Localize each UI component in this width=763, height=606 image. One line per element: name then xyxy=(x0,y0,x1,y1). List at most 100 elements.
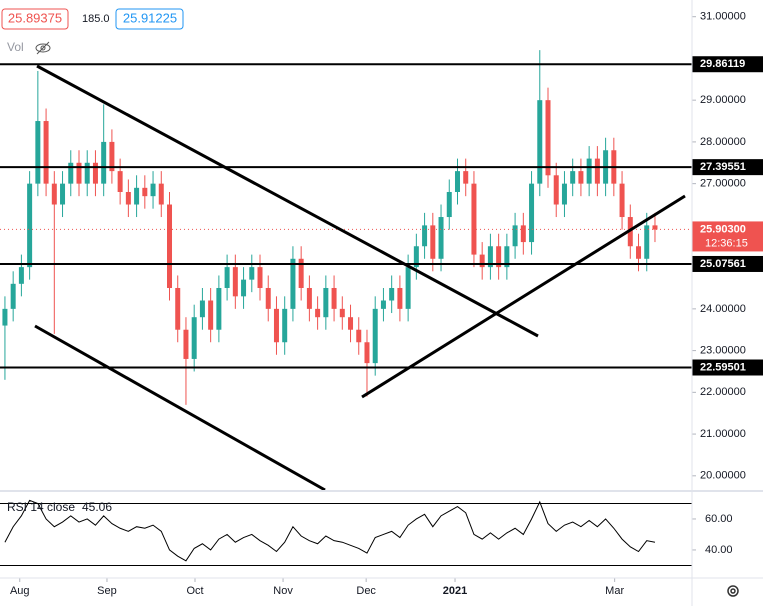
candle-body xyxy=(183,329,189,359)
level-label-box xyxy=(692,56,763,73)
candle-body xyxy=(339,308,345,318)
candle-body xyxy=(331,287,337,309)
candle-body xyxy=(76,162,82,184)
candle-body xyxy=(43,121,49,184)
x-tick-label: Oct xyxy=(186,585,203,597)
x-tick-label: Aug xyxy=(10,585,30,597)
level-label: 27.39551 xyxy=(700,161,746,173)
y-tick-label: 27.00000 xyxy=(700,178,746,190)
level-label-box xyxy=(692,359,763,376)
candle-body xyxy=(101,141,107,184)
candle-body xyxy=(446,191,452,218)
candle-body xyxy=(479,254,485,268)
x-tick-label: Sep xyxy=(97,585,117,597)
ask-box[interactable] xyxy=(115,8,184,30)
candle-body xyxy=(142,187,148,197)
candle-body xyxy=(430,225,436,259)
candle-body xyxy=(372,308,378,364)
candle-body xyxy=(68,162,74,184)
candle-body xyxy=(298,258,304,288)
trend-line xyxy=(361,194,686,399)
candle-body xyxy=(454,171,460,192)
plot: 31.00000 29.00000 28.00000 27.00000 24.00000… xyxy=(0,11,763,597)
candle-body xyxy=(413,246,419,268)
candle-body xyxy=(561,183,567,205)
y-tick-label: 20.00000 xyxy=(700,470,746,482)
level-label-box xyxy=(692,255,763,272)
last-price-label: 25.90300 xyxy=(700,223,746,235)
level-label-box xyxy=(692,159,763,176)
candle-body xyxy=(594,158,600,184)
volume-label: Vol xyxy=(7,40,24,54)
candle-body xyxy=(652,225,658,230)
rsi-tick-label: 60.00 xyxy=(705,513,733,525)
candle-body xyxy=(348,317,354,330)
candle-body xyxy=(438,217,444,259)
y-tick-label: 22.00000 xyxy=(700,386,746,398)
rsi-title: RSI 14 close xyxy=(7,500,75,514)
last-price-box xyxy=(692,221,763,252)
trend-line xyxy=(34,324,326,492)
candle-body xyxy=(405,267,411,309)
candle-body xyxy=(380,300,386,309)
candle-body xyxy=(529,183,535,243)
candle-body xyxy=(545,100,551,176)
candle-body xyxy=(636,246,642,259)
rsi-tick-label: 40.00 xyxy=(705,544,733,556)
candle-body xyxy=(520,225,526,243)
candle-body xyxy=(306,287,312,309)
candle-body xyxy=(199,300,205,318)
candle-body xyxy=(487,246,493,268)
rsi-last: 45.06 xyxy=(82,500,112,514)
level-label: 29.86119 xyxy=(700,58,745,70)
y-tick-label: 31.00000 xyxy=(700,11,746,23)
candle-body xyxy=(92,162,98,184)
candle-body xyxy=(2,308,8,326)
candle-body xyxy=(496,246,502,268)
candle-body xyxy=(323,287,329,318)
x-tick-label: 2021 xyxy=(443,585,467,597)
hide-icon[interactable] xyxy=(35,41,51,55)
candle-body xyxy=(150,183,156,197)
candle-body xyxy=(167,204,173,288)
candle-body xyxy=(241,279,247,297)
candle-body xyxy=(512,225,518,247)
candle-body xyxy=(10,283,16,309)
bid-price[interactable]: 25.89375 xyxy=(8,10,62,25)
y-tick-label: 21.00000 xyxy=(700,428,746,440)
candle-body xyxy=(224,267,230,288)
rsi-line xyxy=(4,499,656,562)
y-tick-label: 23.00000 xyxy=(700,345,746,357)
candle-body xyxy=(397,287,403,309)
ask-price[interactable]: 25.91225 xyxy=(123,10,177,25)
candle-body xyxy=(265,287,271,309)
x-tick-label: Dec xyxy=(356,585,376,597)
candle-body xyxy=(356,329,362,343)
spread: 185.0 xyxy=(82,13,110,25)
candle-body xyxy=(389,287,395,301)
candle-body xyxy=(364,342,370,364)
candle-body xyxy=(422,225,428,247)
candle-body xyxy=(84,162,90,184)
bid-box[interactable] xyxy=(1,8,69,30)
candle-body xyxy=(504,246,510,268)
x-tick-label: Mar xyxy=(605,585,624,597)
candle-body xyxy=(191,317,197,359)
candle-body xyxy=(249,267,255,280)
candle-body xyxy=(553,175,559,205)
candle-body xyxy=(134,187,140,205)
candle-body xyxy=(208,300,214,330)
candle-body xyxy=(282,308,288,343)
candle-body xyxy=(27,183,33,268)
candle-body xyxy=(257,267,263,288)
candle-body xyxy=(273,308,279,343)
countdown: 12:36:15 xyxy=(705,237,748,249)
candle-body xyxy=(216,287,222,330)
candle-body xyxy=(232,267,238,297)
candle-body xyxy=(537,100,543,184)
y-tick-label: 24.00000 xyxy=(700,303,746,315)
level-label: 25.07561 xyxy=(700,258,746,270)
settings-icon[interactable] xyxy=(727,585,739,597)
trend-line xyxy=(36,64,539,338)
